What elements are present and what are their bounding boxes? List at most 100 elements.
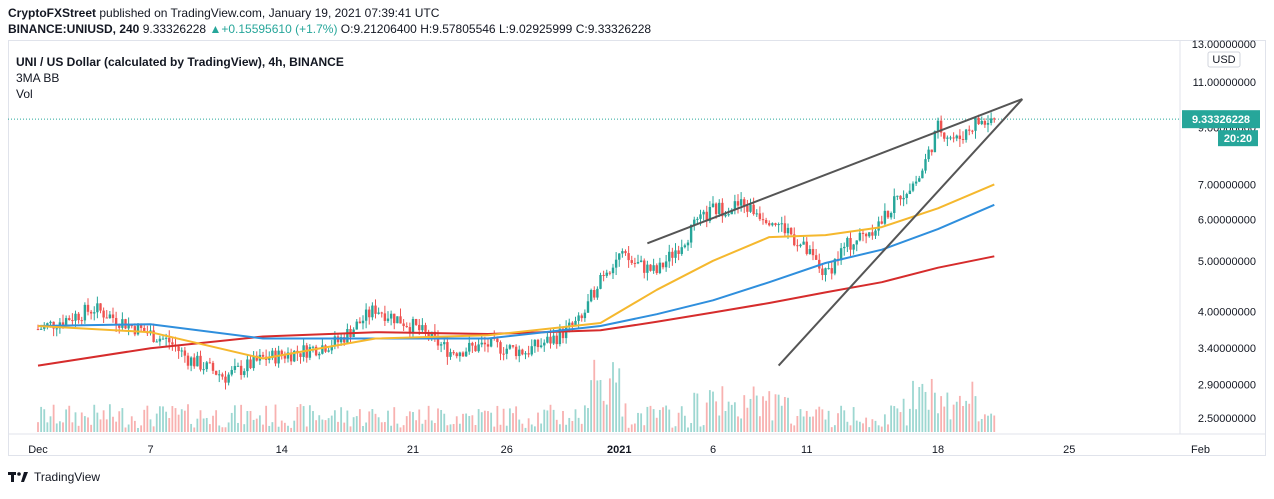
date-tick-label: 18 [932, 444, 944, 456]
currency-label: USD [1212, 54, 1235, 66]
volume-bar [312, 411, 314, 432]
volume-bar [843, 410, 846, 432]
volume-bar [108, 404, 111, 432]
volume-bar [180, 409, 183, 432]
volume-bar [480, 412, 483, 432]
candle-body [974, 117, 977, 131]
candle-body [361, 320, 365, 324]
chart-frame[interactable] [8, 40, 1266, 456]
volume-bar [55, 423, 58, 432]
candle-body [521, 349, 524, 355]
candle-body [768, 223, 771, 226]
volume-bar [752, 386, 755, 432]
volume-bar [446, 425, 449, 432]
volume-bar [83, 416, 86, 432]
candle-body [193, 357, 196, 367]
volume-bar [690, 423, 693, 432]
volume-bar [177, 414, 180, 432]
candle-body [377, 312, 380, 314]
volume-bar [255, 418, 258, 432]
candle-body [593, 290, 596, 298]
volume-bar [908, 408, 911, 432]
candle-body [864, 233, 868, 237]
candle-body [796, 245, 799, 247]
volume-bar [602, 400, 605, 432]
chart-title: UNI / US Dollar (calculated by TradingVi… [16, 55, 344, 69]
volume-bar [355, 416, 358, 432]
candle-body [549, 336, 552, 344]
volume-bar [921, 383, 924, 432]
volume-bar [465, 413, 468, 432]
volume-bar [252, 419, 255, 432]
volume-bar [193, 427, 196, 432]
candle-body [524, 353, 527, 355]
candle-body [943, 132, 946, 139]
candle-body [143, 327, 146, 332]
wedge-upper-trendline[interactable] [647, 98, 1023, 245]
volume-bar [693, 392, 696, 432]
volume-bar [837, 413, 839, 432]
volume-bar [96, 412, 99, 432]
volume-bar [40, 406, 43, 432]
candle-body [896, 195, 899, 197]
volume-bar [943, 406, 946, 432]
candle-body [777, 224, 780, 226]
volume-bar [580, 423, 583, 432]
volume-bar [430, 420, 433, 432]
volume-bar [793, 425, 796, 432]
candle-body [427, 331, 430, 339]
candle-body [589, 290, 593, 302]
candle-body [518, 349, 521, 357]
candle-body [464, 351, 468, 357]
candle-body [921, 170, 924, 179]
candle-body [952, 137, 955, 139]
candle-body [343, 337, 346, 343]
candle-body [371, 305, 374, 318]
candle-body [111, 314, 115, 318]
volume-bar [874, 420, 877, 432]
candle-body [183, 350, 187, 356]
chart-legend: UNI / US Dollar (calculated by TradingVi… [16, 54, 344, 102]
high-value: H:9.57805546 [420, 22, 496, 36]
candle-body [386, 318, 390, 321]
price-chart[interactable]: 13.0000000011.000000009.000000007.000000… [0, 0, 1274, 470]
candle-body [889, 213, 893, 218]
candle-body [530, 346, 533, 355]
candle-body [833, 258, 837, 274]
candle-body [671, 251, 674, 258]
candle-body [443, 342, 446, 345]
currency-button[interactable] [1207, 51, 1241, 68]
candle-body [49, 321, 52, 324]
volume-bar [477, 409, 480, 432]
candle-body [927, 149, 930, 160]
volume-bar [499, 424, 502, 432]
volume-bar [896, 408, 899, 432]
candle-body [983, 121, 987, 125]
volume-bar [237, 422, 239, 432]
footer: TradingView [8, 470, 100, 484]
candle-body [918, 178, 921, 182]
candle-body [574, 320, 577, 326]
candle-body [802, 241, 805, 245]
candle-body [168, 337, 171, 343]
candle-body [99, 303, 102, 311]
candle-body [639, 260, 643, 263]
volume-bar [471, 415, 474, 432]
volume-bar [183, 410, 186, 432]
volume-bar [730, 404, 733, 432]
candle-body [405, 326, 408, 328]
volume-bar [737, 416, 739, 432]
candle-body [227, 374, 230, 383]
candle-body [883, 210, 887, 224]
volume-bar [374, 413, 377, 432]
candle-body [46, 323, 49, 326]
candle-body [411, 318, 415, 333]
candle-body [214, 370, 218, 375]
volume-bar [268, 425, 271, 432]
candle-body [668, 251, 671, 262]
volume-bar [168, 418, 171, 432]
volume-bar [546, 410, 549, 432]
candle-body [993, 118, 996, 120]
wedge-lower-trendline[interactable] [777, 98, 1024, 367]
volume-bar [849, 425, 852, 432]
